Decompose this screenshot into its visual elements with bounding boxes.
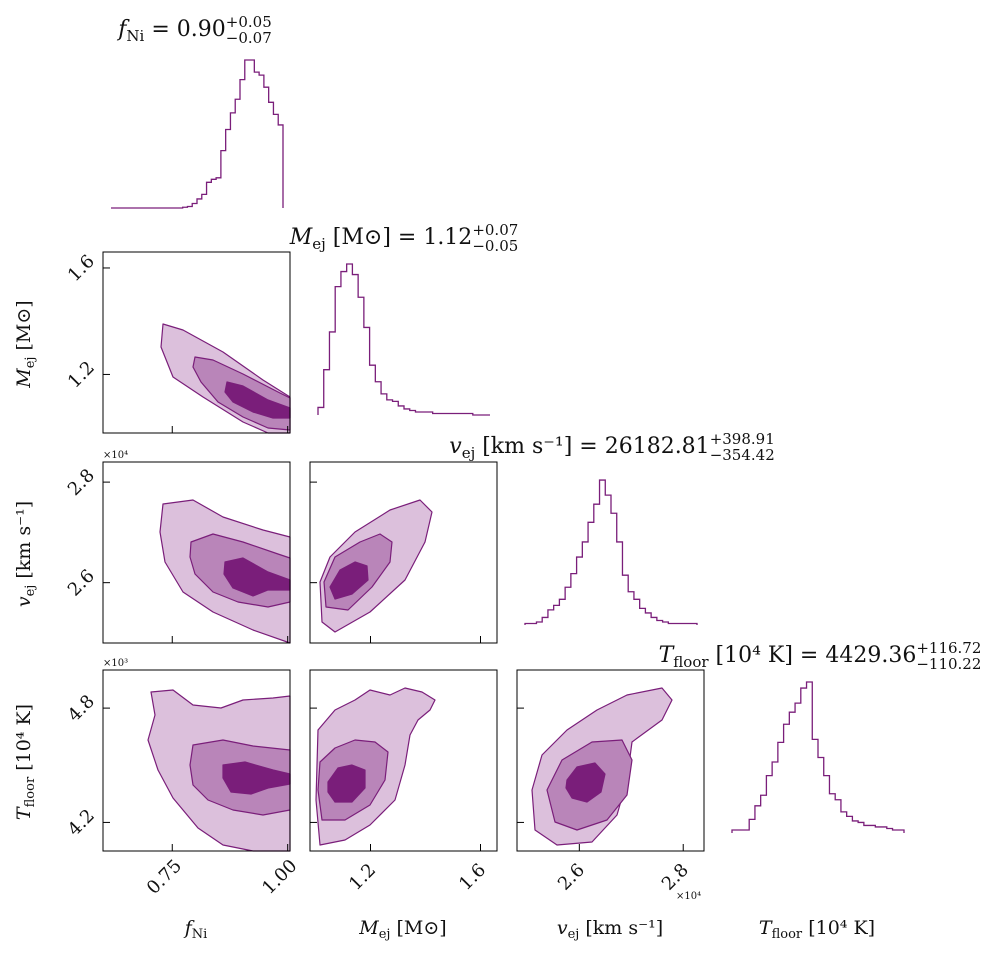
y-tick-label: 2.8 [64,465,99,500]
y-scale-label: ×10³ [103,658,128,669]
histogram-step-T_floor [731,681,905,833]
x-tick-label: 1.6 [455,860,490,895]
x-tick-label: 0.75 [143,856,186,899]
scatter-panel-M_ej-vs-v_ej [309,461,498,644]
histogram-f_Ni: fNi = 0.90+0.05−0.07 [111,13,284,209]
contour-level-3 [329,561,369,600]
x-tick-label: 2.6 [554,860,589,895]
y-scale-label: ×10⁴ [103,450,128,461]
scatter-panel-f_Ni-vs-v_ej [102,461,291,644]
x-axis-label-f-Ni: fNi [183,917,208,942]
x-tick-label: 2.8 [658,860,693,895]
histogram-title-f_Ni: fNi = 0.90+0.05−0.07 [116,13,271,47]
histogram-title-v_ej: vej [km s⁻¹] = 26182.81+398.91−354.42 [449,430,775,464]
scatter-panel-f_Ni-vs-M_ej [102,251,291,434]
scatter-panel-f_Ni-vs-T_floor [102,669,291,852]
panel-frame [102,251,291,434]
y-tick-label: 1.6 [64,251,99,286]
param-title-minus-T_floor: −110.22 [916,655,981,673]
param-title-v_ej: vej [km s⁻¹] = 26182.81+398.91 [449,430,775,462]
histogram-v_ej: vej [km s⁻¹] = 26182.81+398.91−354.42 [449,430,775,625]
x-axis-label-v-ej: vej [km s⁻¹] [557,917,663,942]
param-title-minus-v_ej: −354.42 [710,446,775,464]
param-title-f_Ni: fNi = 0.90+0.05 [116,13,271,45]
histogram-step-f_Ni [111,59,284,209]
contour-level-3 [223,557,291,597]
x-scale-label: ×10⁴ [676,891,701,902]
param-title-T_floor: Tfloor [10⁴ K] = 4429.36+116.72 [659,639,982,671]
y-axis-label-v-ej: vej [km s⁻¹] [13,501,38,607]
param-title-minus-f_Ni: −0.07 [226,29,272,47]
contour-level-3 [222,761,291,795]
histogram-T_floor: Tfloor [10⁴ K] = 4429.36+116.72−110.22 [659,639,982,833]
panel-frame [102,669,291,852]
y-tick-label: 4.2 [64,805,99,840]
histogram-title-T_floor: Tfloor [10⁴ K] = 4429.36+116.72−110.22 [659,639,982,673]
contour-level-3 [224,381,291,419]
histogram-M_ej: Mej [M⊙] = 1.12+0.07−0.05 [289,221,519,416]
param-title-minus-M_ej: −0.05 [472,237,518,255]
x-tick-label: 1.2 [345,860,380,895]
panel-frame [102,461,291,644]
y-tick-label: 1.2 [64,357,99,392]
x-axis-label-M-ej: Mej [M⊙] [358,917,446,942]
x-axis-label-T-floor: Tfloor [10⁴ K] [759,917,875,942]
param-title-M_ej: Mej [M⊙] = 1.12+0.07 [289,221,519,253]
panel-frame [309,461,498,644]
y-tick-label: 2.6 [64,565,99,600]
panel-frame [516,669,705,852]
scatter-panel-M_ej-vs-T_floor [309,669,498,852]
y-tick-label: 4.8 [64,691,99,726]
contour-level-3 [565,762,606,803]
scatter-panel-v_ej-vs-T_floor [516,669,705,852]
histogram-step-v_ej [524,479,698,625]
panel-frame [309,669,498,852]
histogram-title-M_ej: Mej [M⊙] = 1.12+0.07−0.05 [289,221,519,255]
contour-level-3 [327,764,366,803]
histogram-step-M_ej [317,263,490,416]
y-axis-label-T-floor: Tfloor [10⁴ K] [13,704,38,820]
y-axis-label-M-ej: Mej [M⊙] [13,300,38,388]
x-tick-label: 1.00 [258,856,301,899]
